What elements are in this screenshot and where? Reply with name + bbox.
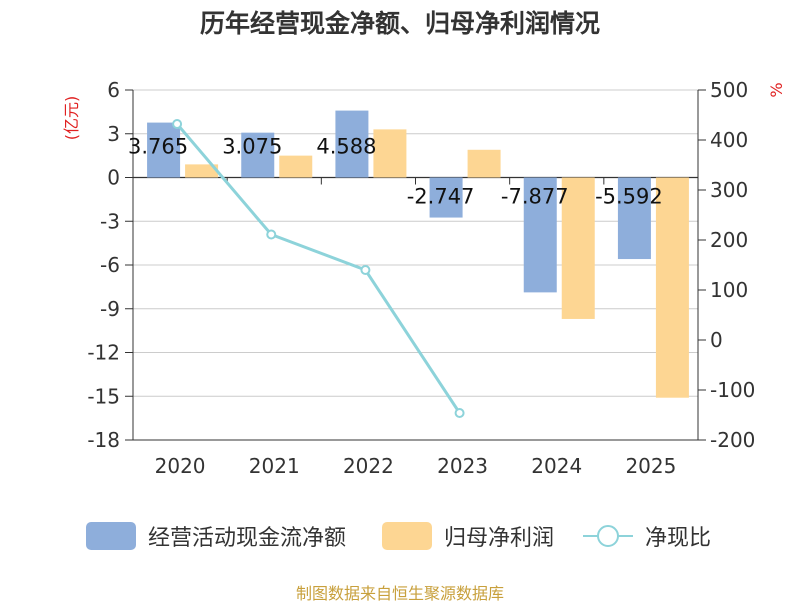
- bar-cashflow: [617, 177, 651, 260]
- bar-net-profit: [185, 164, 219, 178]
- right-tick-label: 500: [710, 78, 748, 102]
- bar-net-profit: [373, 129, 407, 178]
- x-tick-label: 2022: [343, 454, 394, 478]
- bar-net-profit: [467, 149, 501, 178]
- line-point-net-cash-ratio: [360, 265, 371, 275]
- data-label-cashflow: 3.765: [128, 135, 188, 159]
- x-tick-label: 2023: [437, 454, 488, 478]
- legend-label-net-profit: 归母净利润: [444, 526, 555, 551]
- bar-cashflow: [523, 177, 557, 293]
- legend-swatch-net-profit: [382, 522, 432, 550]
- left-tick-label: 0: [107, 166, 120, 190]
- left-axis-title: (亿元): [62, 96, 81, 141]
- legend-line-ratio: [583, 522, 633, 550]
- line-net-cash-ratio: [175, 123, 461, 414]
- legend-label-ratio: 净现比: [645, 526, 712, 551]
- left-tick-label: 3: [107, 122, 120, 146]
- left-tick-label: -3: [100, 209, 120, 233]
- left-tick-label: 6: [107, 78, 120, 102]
- chart-title: 历年经营现金净额、归母净利润情况: [199, 9, 600, 38]
- source-note: 制图数据来自恒生聚源数据库: [295, 584, 504, 603]
- bar-cashflow: [147, 122, 181, 178]
- left-tick-label: -6: [100, 253, 120, 277]
- left-tick-label: -15: [87, 384, 120, 408]
- line-point-net-cash-ratio: [454, 408, 465, 418]
- x-tick-label: 2020: [155, 454, 206, 478]
- bar-cashflow: [429, 177, 463, 218]
- legend-swatch-cashflow: [86, 522, 136, 550]
- legend-item-net-profit[interactable]: 归母净利润: [382, 518, 554, 554]
- bar-cashflow: [335, 110, 369, 178]
- x-tick-label: 2024: [531, 454, 582, 478]
- x-tick-label: 2025: [625, 454, 676, 478]
- right-tick-label: 100: [710, 278, 748, 302]
- right-tick-label: 300: [710, 178, 748, 202]
- data-label-cashflow: -7.877: [501, 185, 569, 209]
- legend: 经营活动现金流净额 归母净利润 净现比: [0, 518, 800, 554]
- data-label-cashflow: 3.075: [222, 135, 282, 159]
- bar-net-profit: [279, 155, 313, 178]
- bar-net-profit: [561, 177, 595, 319]
- line-point-net-cash-ratio: [172, 119, 183, 129]
- right-tick-label: -100: [710, 378, 755, 402]
- right-axis-title: %: [767, 82, 786, 97]
- line-point-net-cash-ratio: [266, 229, 277, 240]
- right-tick-label: -200: [710, 428, 755, 452]
- right-tick-label: 0: [710, 328, 723, 352]
- bar-cashflow: [241, 132, 275, 178]
- right-tick-label: 200: [710, 228, 748, 252]
- legend-item-ratio[interactable]: 净现比: [583, 518, 711, 554]
- left-tick-label: -18: [87, 428, 120, 452]
- x-tick-label: 2021: [249, 454, 300, 478]
- left-tick-label: -12: [87, 341, 120, 365]
- legend-item-cashflow[interactable]: 经营活动现金流净额: [86, 518, 346, 554]
- right-tick-label: 400: [710, 128, 748, 152]
- left-tick-label: -9: [100, 297, 120, 321]
- data-label-cashflow: 4.588: [316, 135, 376, 159]
- data-label-cashflow: -2.747: [407, 185, 475, 209]
- bar-net-profit: [655, 177, 689, 398]
- legend-label-cashflow: 经营活动现金流净额: [148, 526, 347, 551]
- data-label-cashflow: -5.592: [595, 185, 663, 209]
